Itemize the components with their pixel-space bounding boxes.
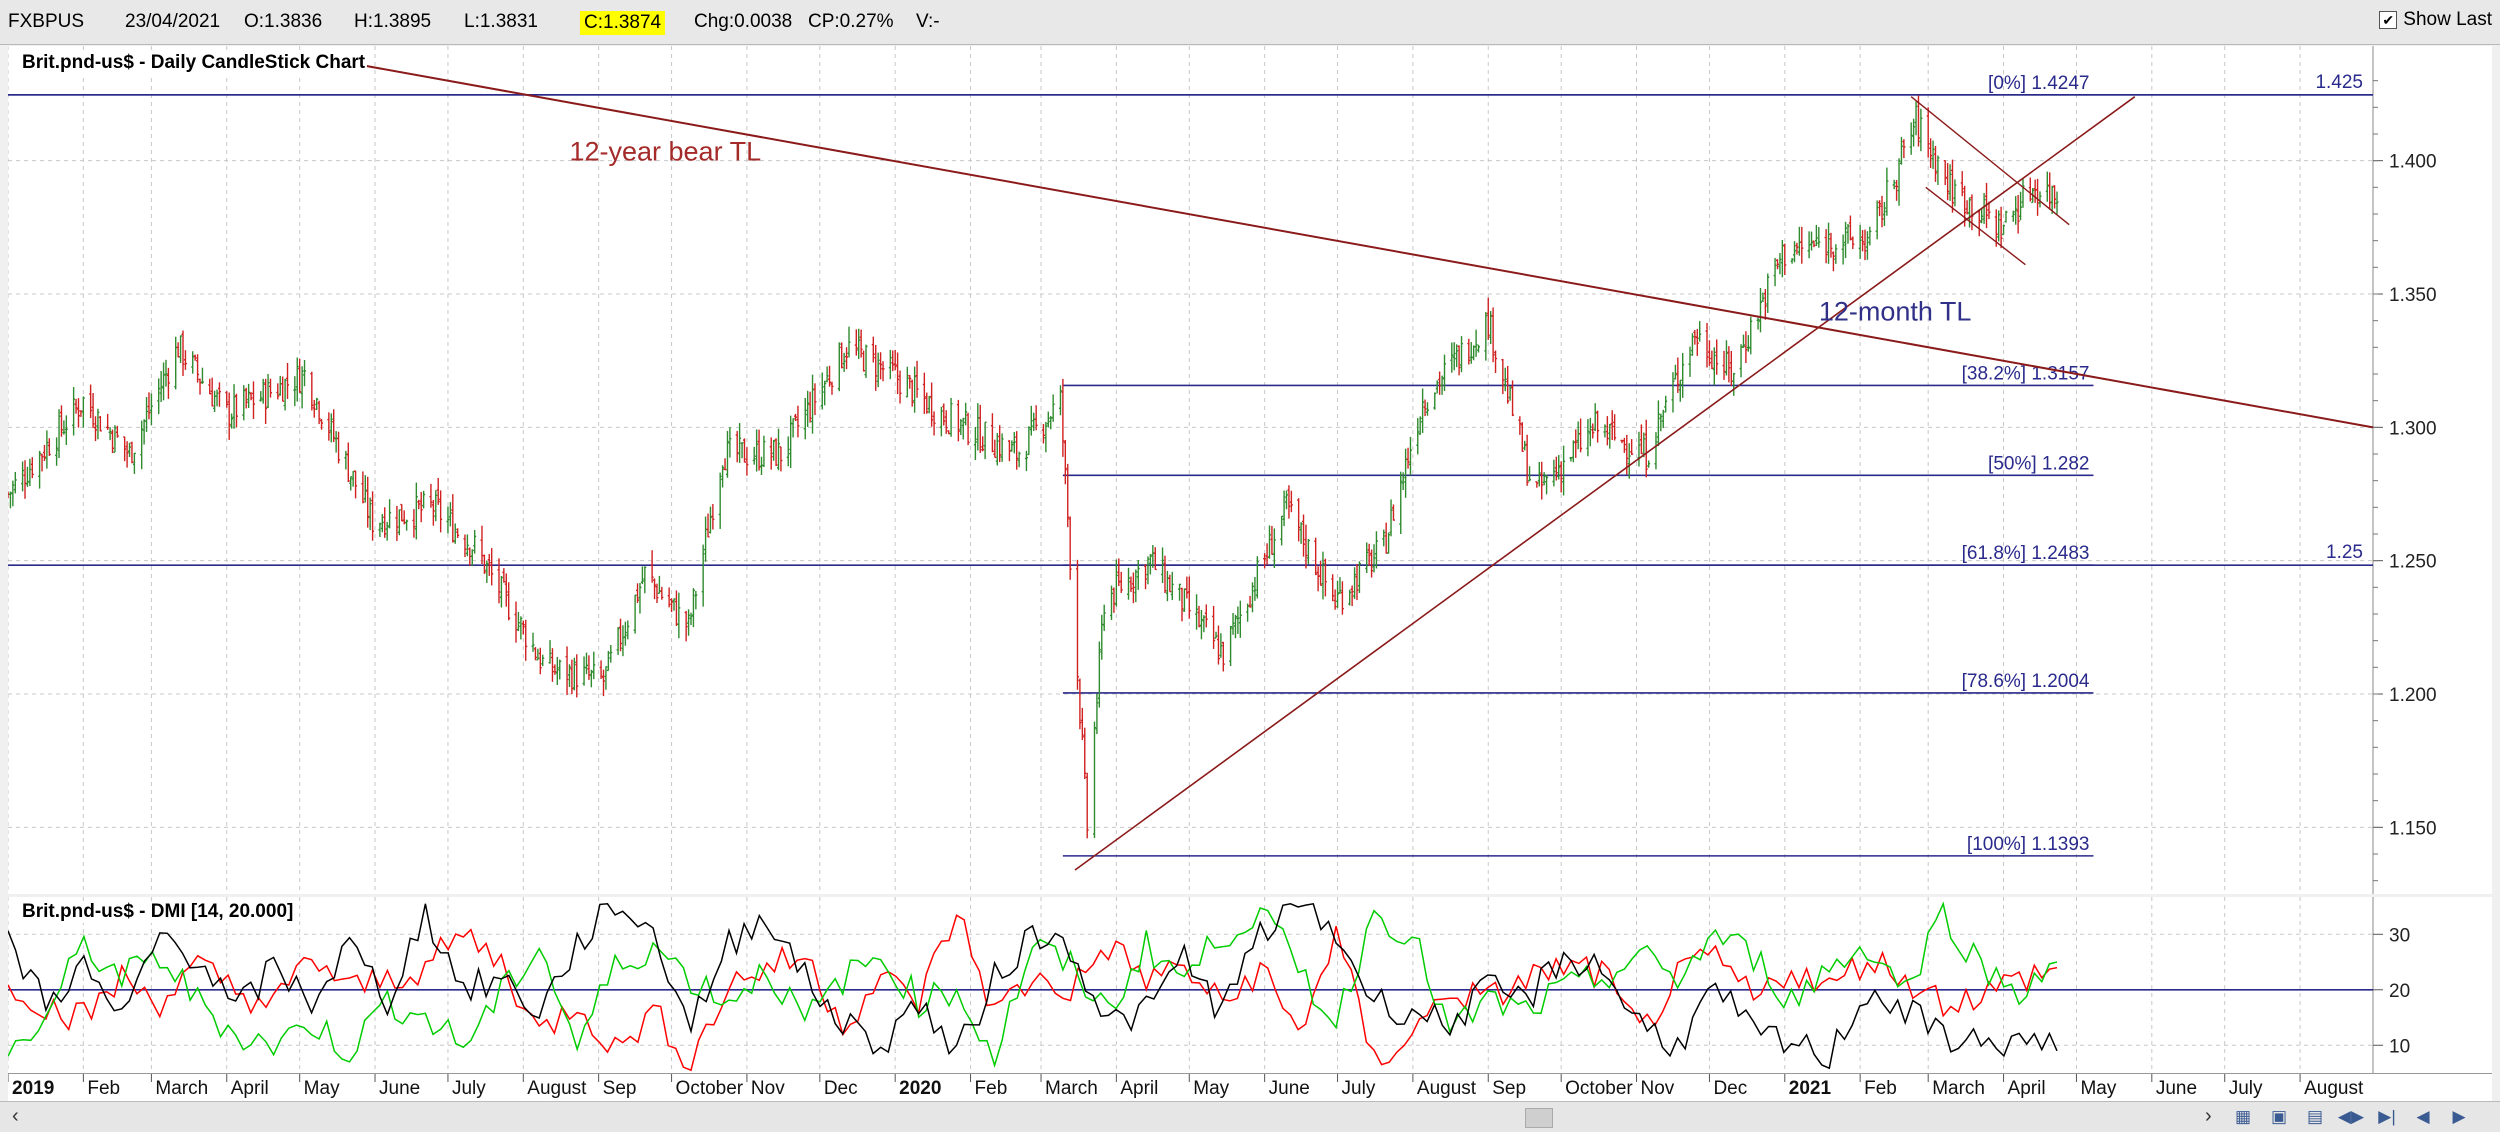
ohlc-toolbar: FXBPUS 23/04/2021 O:1.3836 H:1.3895 L:1.…: [0, 0, 2500, 45]
time-axis-label: Sep: [1492, 1078, 1526, 1099]
time-axis-label: March: [1045, 1078, 1098, 1099]
fib-label: [38.2%] 1.3157: [1962, 363, 2090, 384]
open-value: O:1.3836: [244, 11, 323, 32]
time-axis-label: 2020: [899, 1078, 941, 1099]
horizontal-level-label: 1.25: [2326, 542, 2363, 563]
scroll-end-icon[interactable]: ▶|: [2378, 1107, 2396, 1126]
change-value: Chg:0.0038: [694, 11, 793, 32]
fib-label: [0%] 1.4247: [1988, 73, 2089, 94]
scroll-both-icon[interactable]: ◀▶: [2337, 1107, 2365, 1126]
dmi-panel[interactable]: 10 20 30 Brit.pnd-us$ - DMI [14, 20.000]: [7, 897, 2492, 1073]
time-axis: 2019 Feb March April May June July August Sep Oct…: [7, 1073, 2492, 1101]
horizontal-level-label: 1.425: [2315, 72, 2363, 93]
time-axis-label: Feb: [975, 1078, 1008, 1099]
bear-trendline: [299, 53, 2374, 429]
zoom-out-icon[interactable]: ▣: [2270, 1107, 2288, 1126]
time-axis-label: 2021: [1789, 1078, 1832, 1099]
time-axis-label: August: [527, 1078, 587, 1099]
fib-label: [50%] 1.282: [1988, 453, 2089, 474]
time-axis-label: June: [1269, 1078, 1310, 1099]
time-axis-label: July: [2229, 1078, 2263, 1099]
price-tick-label: 1.150: [2389, 818, 2437, 839]
time-axis-label: June: [2156, 1078, 2197, 1099]
chart-nav-buttons: ▦ ▣ ▤ ◀▶ ▶| ◀ ▶: [2228, 1105, 2474, 1129]
show-last-label: Show Last: [2403, 9, 2492, 30]
dmi-series-line: [7, 901, 2058, 1068]
zoom-reset-icon[interactable]: ▤: [2306, 1107, 2324, 1126]
price-tick-label: 1.350: [2389, 285, 2437, 306]
symbol-label: FXBPUS: [8, 11, 85, 32]
forward-icon[interactable]: ▶: [2452, 1107, 2466, 1126]
time-axis-label: May: [1193, 1078, 1229, 1099]
time-axis-label: Sep: [603, 1078, 637, 1099]
time-axis-label: October: [1565, 1078, 1633, 1099]
date-label: 23/04/2021: [125, 11, 221, 32]
time-axis-label: March: [1932, 1078, 1985, 1099]
show-last-checkbox[interactable]: ✔: [2379, 11, 2398, 29]
time-axis-label: 2019: [12, 1078, 54, 1099]
time-axis-label: Nov: [751, 1078, 785, 1099]
dmi-tick-label: 10: [2389, 1036, 2410, 1057]
volume-value: V:-: [916, 11, 940, 32]
price-tick-label: 1.400: [2389, 152, 2437, 173]
fib-label: [61.8%] 1.2483: [1962, 543, 2090, 564]
time-axis-label: October: [676, 1078, 744, 1099]
time-axis-label: May: [2080, 1078, 2116, 1099]
price-chart-panel[interactable]: 1.150 1.200 1.250 1.300 1.350 1.400 [0%] 1.424…: [6, 46, 2492, 894]
price-tick-label: 1.250: [2389, 552, 2437, 573]
fib-label: [78.6%] 1.2004: [1962, 671, 2090, 692]
dmi-chart-title: Brit.pnd-us$ - DMI [14, 20.000]: [20, 901, 296, 923]
dmi-tick-label: 20: [2389, 981, 2410, 1002]
time-axis-label: July: [1342, 1078, 1376, 1099]
channel-lower-line: [1925, 186, 2026, 266]
low-value: L:1.3831: [464, 11, 538, 32]
fib-label: [100%] 1.1393: [1967, 834, 2090, 855]
time-axis-label: Dec: [824, 1078, 858, 1099]
dmi-series-line: [7, 902, 2058, 1070]
twelve-month-trendline: [1074, 96, 2136, 871]
time-axis-label: April: [1120, 1078, 1158, 1099]
time-axis-label: July: [452, 1078, 486, 1099]
dmi-series-line: [7, 914, 2058, 1072]
price-tick-label: 1.200: [2389, 685, 2437, 706]
month-tl-annotation: 12-month TL: [1819, 297, 1972, 327]
dmi-chart[interactable]: 10 20 30: [7, 897, 2492, 1073]
scroll-thumb[interactable]: [1525, 1108, 1553, 1128]
show-last-toggle[interactable]: ✔ Show Last: [2379, 9, 2492, 31]
time-axis-label: Dec: [1713, 1078, 1747, 1099]
time-axis-label: March: [155, 1078, 208, 1099]
time-axis-label: June: [379, 1078, 420, 1099]
channel-upper-line: [1910, 96, 2070, 226]
time-axis-label: May: [304, 1078, 340, 1099]
time-axis-label: April: [231, 1078, 269, 1099]
candlestick-chart[interactable]: 1.150 1.200 1.250 1.300 1.350 1.400 [0%] 1.424…: [6, 46, 2492, 894]
time-axis-label: August: [1417, 1078, 1477, 1099]
time-axis-label: April: [2008, 1078, 2046, 1099]
close-value: C:1.3874: [580, 11, 666, 35]
time-axis-label: Feb: [1864, 1078, 1897, 1099]
scroll-left-arrow-icon[interactable]: ‹: [12, 1105, 19, 1127]
change-percent-value: CP:0.27%: [808, 11, 894, 32]
zoom-in-icon[interactable]: ▦: [2234, 1107, 2252, 1126]
time-axis-label: August: [2304, 1078, 2364, 1099]
dmi-tick-label: 30: [2389, 925, 2410, 946]
scroll-right-arrow-icon[interactable]: ›: [2205, 1105, 2212, 1127]
price-tick-label: 1.300: [2389, 418, 2437, 439]
price-chart-title: Brit.pnd-us$ - Daily CandleStick Chart: [20, 52, 368, 74]
bear-tl-annotation: 12-year bear TL: [569, 137, 761, 167]
time-axis-label: Feb: [87, 1078, 120, 1099]
back-icon[interactable]: ◀: [2416, 1107, 2430, 1126]
high-value: H:1.3895: [354, 11, 432, 32]
horizontal-scrollbar[interactable]: ‹ › ▦ ▣ ▤ ◀▶ ▶| ◀ ▶: [0, 1101, 2500, 1132]
time-axis-label: Nov: [1641, 1078, 1675, 1099]
